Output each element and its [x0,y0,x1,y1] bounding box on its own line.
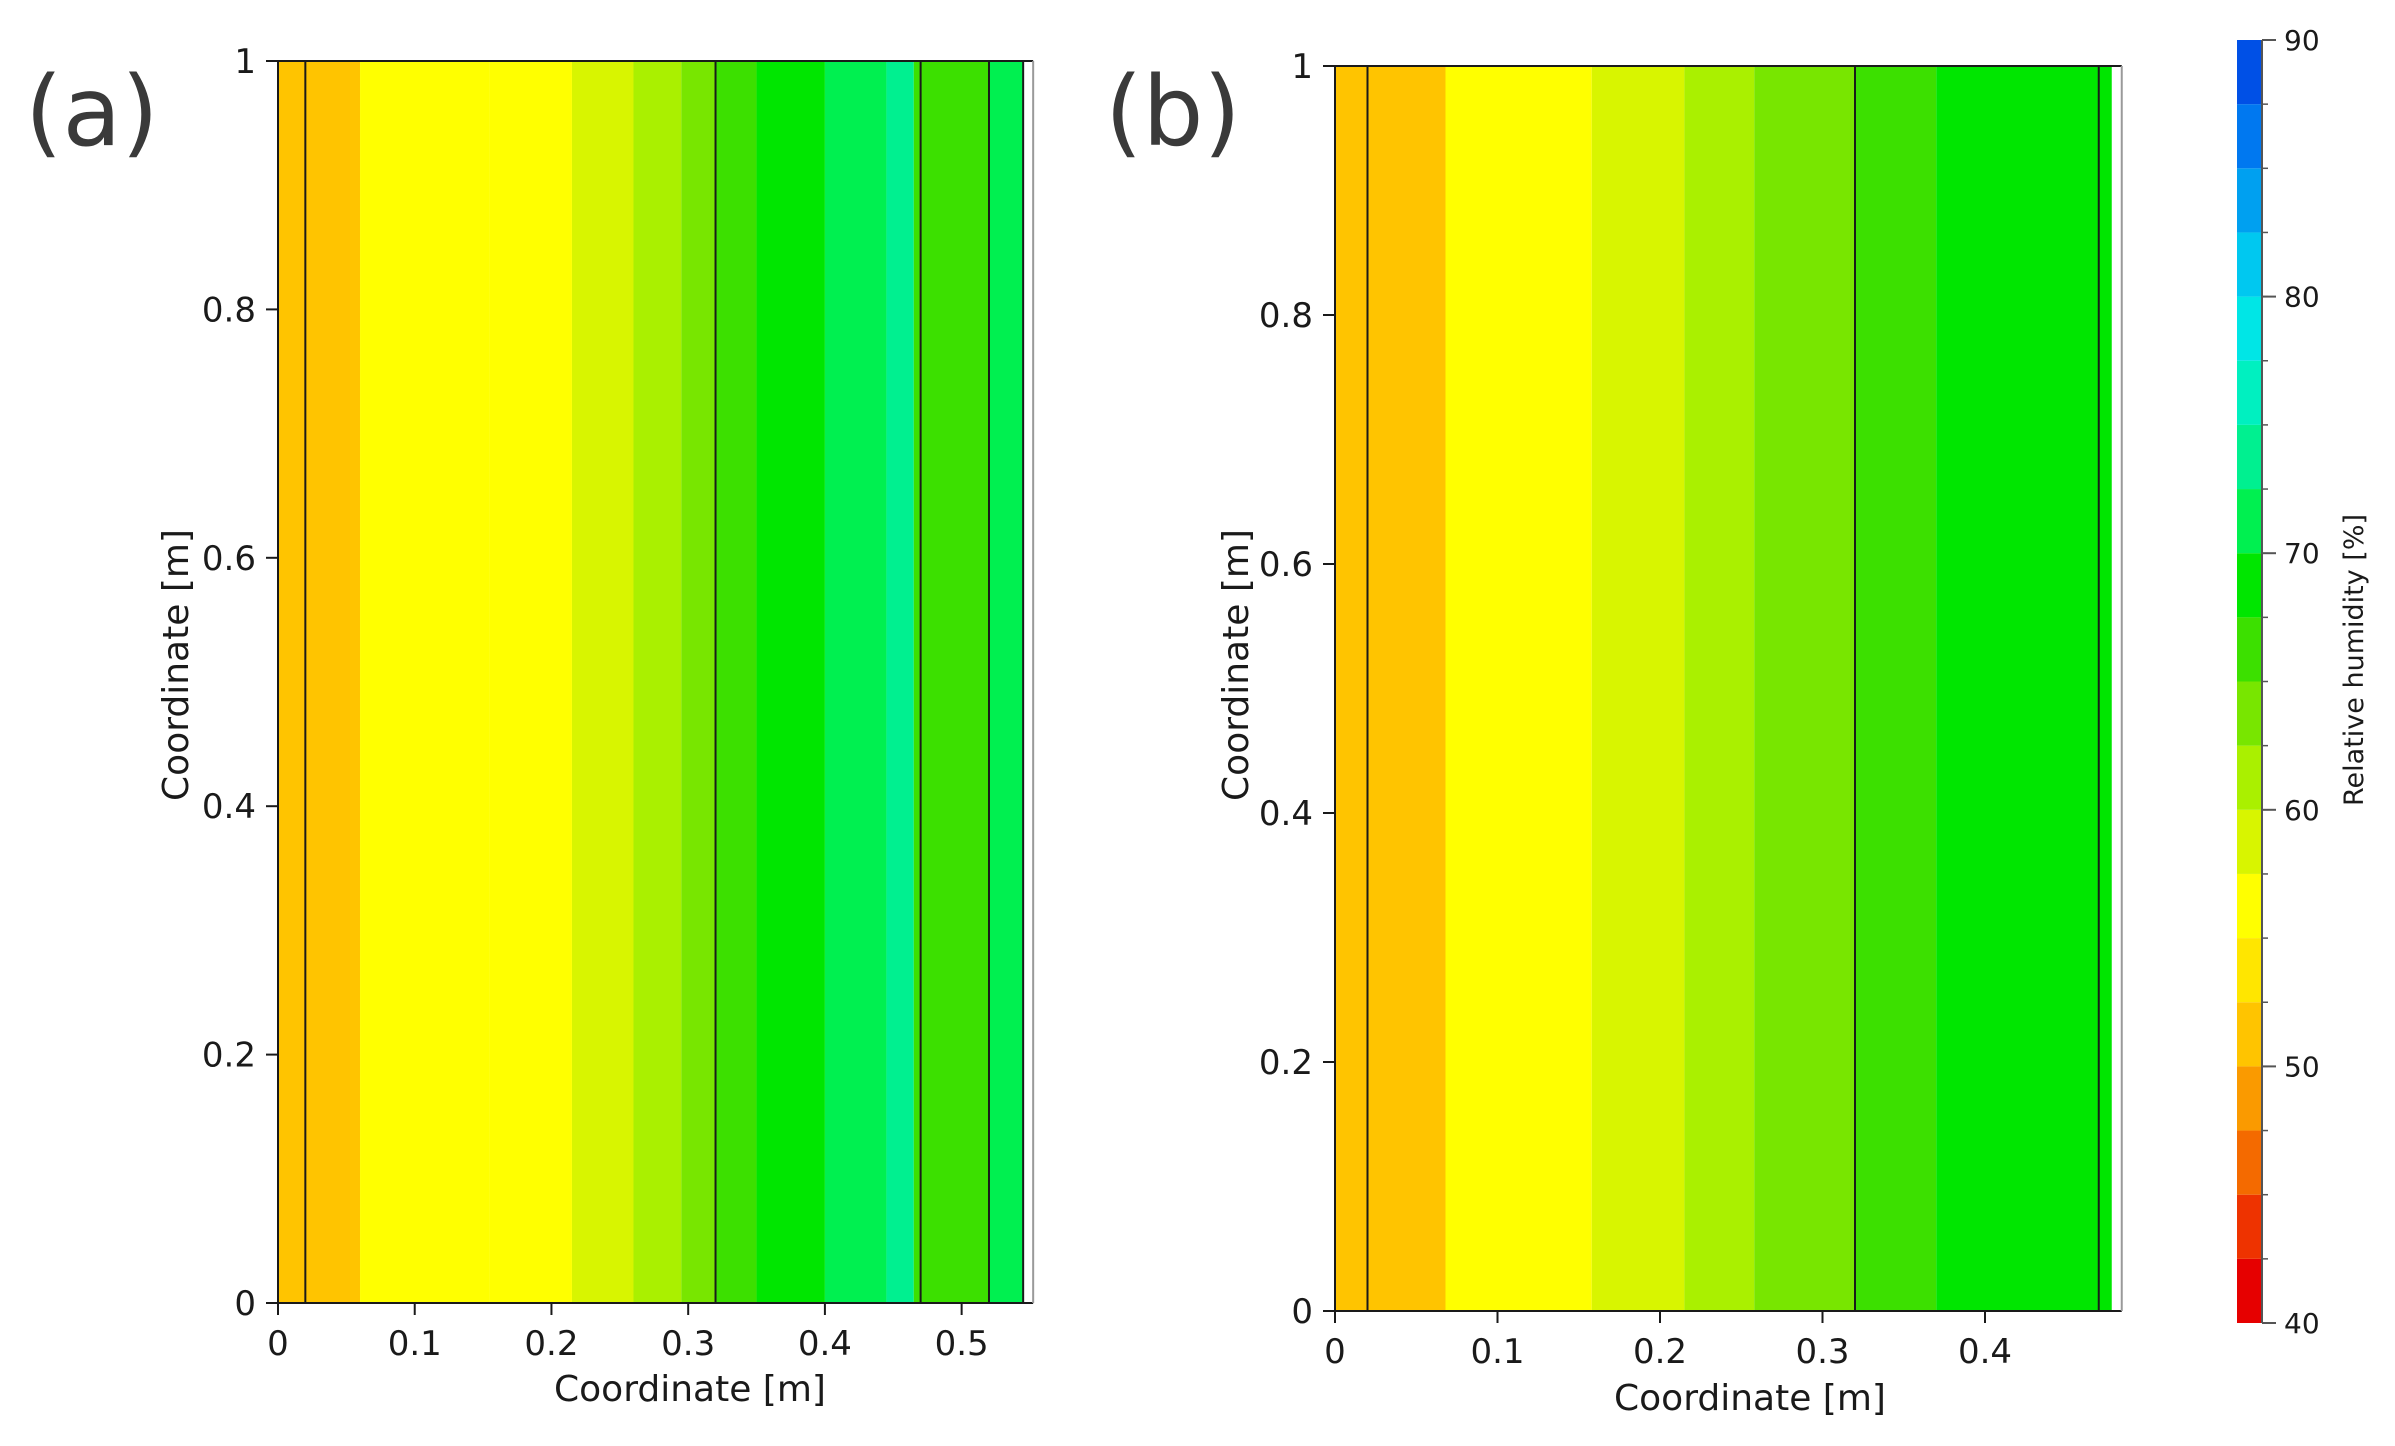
panel-b-label: (b) [1105,56,1241,168]
colorbar: 40 50 60 70 80 90 Relative humidity [%] [2237,24,2370,1340]
panel-a-band-6 [715,61,757,1303]
panel-a-band-12 [988,61,1024,1303]
colorbar-tick-label-2: 60 [2284,794,2320,827]
colorbar-segment-12 [2237,489,2262,554]
colorbar-tick-label-3: 70 [2284,537,2320,570]
panel-a-layer-lines [304,61,1025,1303]
panel-b: (b) 0 0.1 0.2 0.3 0.4 0 0.2 0.4 0.6 0.8 1 Coordina… [1105,47,2123,1419]
colorbar-tick-label-0: 40 [2284,1307,2320,1340]
panel-b-ytick-label-0: 0 [1291,1292,1313,1332]
colorbar-segments [2237,40,2262,1323]
panel-b-ytick-label-5: 1 [1291,47,1313,87]
panel-a-axes: 0 0.1 0.2 0.3 0.4 0.5 0 0.2 0.4 0.6 0.8 1 [202,42,1035,1364]
colorbar-segment-15 [2237,296,2262,361]
panel-a-band-1 [360,61,490,1303]
panel-a-bands [278,61,1024,1303]
panel-a-ylabel: Coordinate [m] [156,529,197,801]
panel-a-band-0 [278,61,361,1303]
colorbar-segment-5 [2237,938,2262,1003]
panel-a: (a) 0 0.1 0.2 0.3 0.4 0.5 0 0.2 0.4 0.6 0.8 1 Coord… [25,42,1035,1410]
panel-b-ylabel: Coordinate [m] [1216,529,1257,801]
panel-a-band-11 [920,61,989,1303]
panel-b-axes: 0 0.1 0.2 0.3 0.4 0 0.2 0.4 0.6 0.8 1 [1259,47,2123,1372]
panel-a-band-4 [633,61,682,1303]
panel-b-band-2 [1591,66,1685,1311]
colorbar-segment-14 [2237,360,2262,425]
colorbar-segment-8 [2237,745,2262,810]
panel-b-band-4 [1754,66,1855,1311]
panel-a-ytick-label-1: 0.2 [202,1036,256,1076]
panel-a-xtick-label-1: 0.1 [388,1324,442,1364]
panel-a-xlabel: Coordinate [m] [554,1369,826,1410]
colorbar-segment-6 [2237,873,2262,939]
panel-a-ytick-label-5: 1 [234,42,256,82]
panel-b-xtick-label-4: 0.4 [1958,1332,2012,1372]
panel-a-ytick-label-2: 0.4 [202,787,256,827]
panel-b-ytick-label-2: 0.4 [1259,794,1313,834]
colorbar-segment-10 [2237,617,2262,682]
colorbar-segment-9 [2237,681,2262,746]
colorbar-segment-13 [2237,424,2262,490]
panel-a-ytick-label-0: 0 [234,1284,256,1324]
panel-a-band-7 [756,61,825,1303]
panel-a-xtick-label-0: 0 [267,1324,289,1364]
panel-b-bands [1335,66,2112,1311]
panel-a-xtick-label-2: 0.2 [524,1324,578,1364]
colorbar-segment-3 [2237,1066,2262,1131]
panel-a-band-8 [824,61,887,1303]
panel-b-xlabel: Coordinate [m] [1614,1378,1886,1419]
panel-b-band-0 [1335,66,1446,1311]
panel-a-band-2 [489,61,572,1303]
colorbar-axis: 40 50 60 70 80 90 [2261,24,2320,1340]
panel-a-xtick-label-5: 0.5 [935,1324,989,1364]
panel-b-xtick-label-2: 0.2 [1633,1332,1687,1372]
panel-b-band-5 [1855,66,1937,1311]
colorbar-segment-11 [2237,553,2262,618]
colorbar-tick-label-1: 50 [2284,1050,2320,1083]
panel-b-ytick-label-3: 0.6 [1259,545,1313,585]
panel-a-xtick-label-4: 0.4 [798,1324,852,1364]
colorbar-segment-18 [2237,104,2262,169]
panel-a-label: (a) [25,56,159,168]
panel-a-band-10 [913,61,921,1303]
panel-b-band-1 [1445,66,1592,1311]
panel-b-xtick-label-0: 0 [1324,1332,1346,1372]
panel-a-ytick-label-4: 0.8 [202,290,256,330]
colorbar-segment-7 [2237,809,2262,874]
colorbar-label: Relative humidity [%] [2339,514,2370,806]
colorbar-segment-4 [2237,1002,2262,1067]
colorbar-tick-label-5: 90 [2284,24,2320,57]
panel-b-ytick-label-1: 0.2 [1259,1043,1313,1083]
panel-b-ytick-label-4: 0.8 [1259,296,1313,336]
colorbar-segment-2 [2237,1130,2262,1195]
colorbar-segment-16 [2237,232,2262,297]
panel-a-band-9 [886,61,914,1303]
colorbar-segment-1 [2237,1194,2262,1259]
panel-a-band-3 [571,61,634,1303]
panel-a-xtick-label-3: 0.3 [661,1324,715,1364]
colorbar-segment-17 [2237,168,2262,233]
panel-a-ytick-label-3: 0.6 [202,539,256,579]
panel-b-layer-lines [1366,66,2100,1311]
panel-b-xtick-label-1: 0.1 [1470,1332,1524,1372]
colorbar-segment-19 [2237,40,2262,105]
panel-a-band-5 [681,61,716,1303]
panel-b-xtick-label-3: 0.3 [1795,1332,1849,1372]
panel-b-band-6 [1936,66,2112,1311]
colorbar-segment-0 [2237,1258,2262,1323]
panel-b-band-3 [1684,66,1755,1311]
colorbar-tick-label-4: 80 [2284,281,2320,314]
